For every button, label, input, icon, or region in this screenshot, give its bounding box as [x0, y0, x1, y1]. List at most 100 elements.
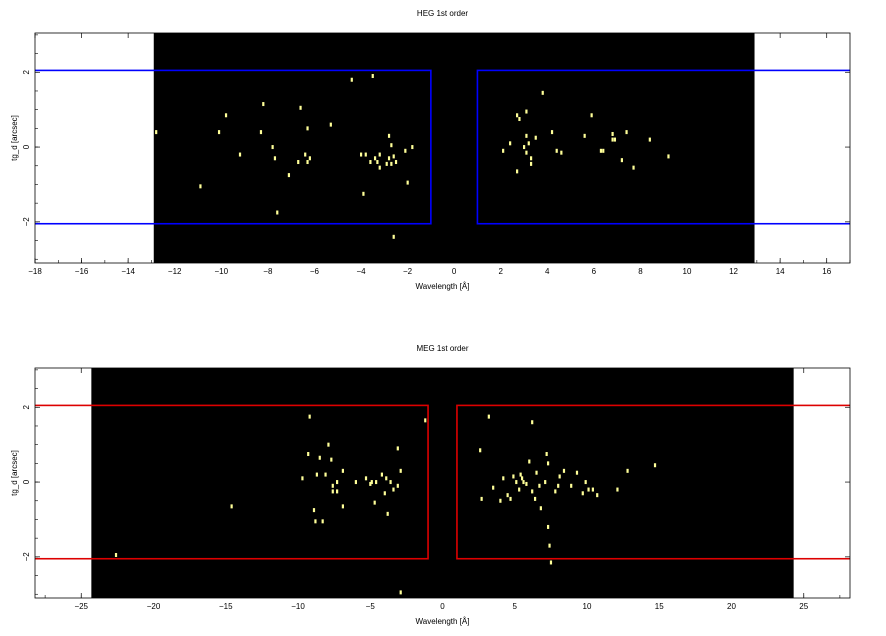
data-point	[525, 150, 528, 155]
x-tick-label: 10	[583, 602, 592, 611]
data-point	[330, 457, 333, 462]
data-point	[373, 500, 376, 505]
x-tick-label: 10	[683, 267, 692, 276]
data-point	[360, 152, 363, 157]
data-point	[529, 161, 533, 166]
x-tick-label: 15	[655, 602, 664, 611]
data-point	[155, 130, 158, 135]
data-point	[329, 122, 332, 127]
data-point	[529, 156, 533, 161]
data-point	[548, 543, 551, 548]
data-point	[394, 160, 398, 165]
data-point	[369, 481, 372, 486]
data-point	[611, 137, 614, 142]
data-point	[327, 442, 330, 447]
data-point	[378, 152, 381, 157]
y-tick-label: 2	[22, 69, 31, 74]
data-point	[399, 468, 402, 473]
data-point	[632, 165, 635, 170]
x-axis: −25 −20 −15 −10 −5 0 5 10 15 20 25	[44, 368, 841, 611]
data-point	[315, 472, 318, 477]
data-point	[487, 414, 490, 419]
data-point	[554, 489, 557, 494]
data-point	[314, 519, 317, 524]
data-point	[613, 137, 617, 142]
data-point	[369, 160, 372, 165]
data-point	[648, 137, 651, 142]
x-tick-label: −16	[75, 267, 89, 276]
x-tick-label: 16	[822, 267, 831, 276]
x-tick-label: −20	[147, 602, 161, 611]
y-axis: −2 0 2	[22, 34, 850, 260]
data-point	[396, 446, 399, 451]
data-point	[375, 480, 378, 485]
data-point	[378, 165, 381, 170]
data-point	[336, 480, 339, 485]
data-point	[308, 414, 311, 419]
data-point	[562, 468, 566, 473]
data-point	[525, 109, 528, 114]
data-point	[385, 161, 388, 166]
data-point	[406, 180, 409, 185]
data-point	[304, 152, 307, 157]
x-tick-label: 20	[727, 602, 736, 611]
x-tick-label: 2	[498, 267, 503, 276]
extraction-region	[456, 404, 850, 560]
coverage-band	[153, 33, 755, 263]
data-point	[555, 148, 558, 153]
data-point	[534, 135, 537, 140]
data-point	[516, 113, 519, 118]
data-point	[538, 483, 541, 488]
data-point	[383, 491, 386, 496]
data-point	[392, 234, 395, 239]
x-tick-label: −2	[403, 267, 413, 276]
data-point	[596, 493, 599, 498]
x-tick-label: −25	[74, 602, 88, 611]
data-point	[321, 519, 324, 524]
data-point	[392, 487, 395, 492]
data-point	[392, 154, 395, 159]
data-point	[324, 472, 327, 477]
data-point	[312, 508, 316, 513]
data-point	[535, 470, 538, 475]
x-axis-label: Wavelength [Å]	[416, 282, 470, 291]
data-point	[616, 487, 619, 492]
data-point	[512, 474, 515, 479]
data-point	[523, 145, 526, 150]
data-point	[331, 483, 334, 488]
data-point	[411, 145, 414, 150]
data-point	[364, 152, 367, 157]
data-point	[362, 191, 365, 196]
data-point	[390, 161, 393, 166]
data-point	[224, 113, 228, 118]
data-point	[308, 156, 311, 161]
data-point	[387, 156, 391, 161]
y-axis: −2 0 2	[22, 369, 850, 595]
data-point	[376, 160, 379, 165]
data-point	[611, 131, 614, 136]
data-point	[364, 476, 368, 481]
data-point	[399, 590, 402, 595]
data-point	[575, 470, 579, 475]
data-point	[238, 152, 242, 157]
extraction-region	[476, 69, 850, 225]
extraction-region	[35, 404, 429, 560]
data-point	[341, 468, 344, 473]
data-point	[341, 504, 344, 509]
data-point	[518, 487, 521, 492]
data-point	[424, 418, 427, 423]
data-point	[557, 483, 560, 488]
data-point	[318, 455, 321, 460]
data-points	[114, 414, 657, 595]
data-point	[525, 481, 528, 486]
data-point	[492, 485, 495, 490]
data-point	[525, 133, 528, 138]
data-point	[541, 90, 544, 95]
data-point	[560, 150, 563, 155]
chart-panel-1: −18 −16 −14 −12 −10 −8 −6 −4 −2 0 2 4 6 8 10 12 14 16 −2 0 2…	[10, 9, 851, 291]
data-point	[396, 483, 399, 488]
data-point	[590, 113, 593, 118]
data-point	[390, 143, 393, 148]
x-tick-label: −5	[366, 602, 376, 611]
